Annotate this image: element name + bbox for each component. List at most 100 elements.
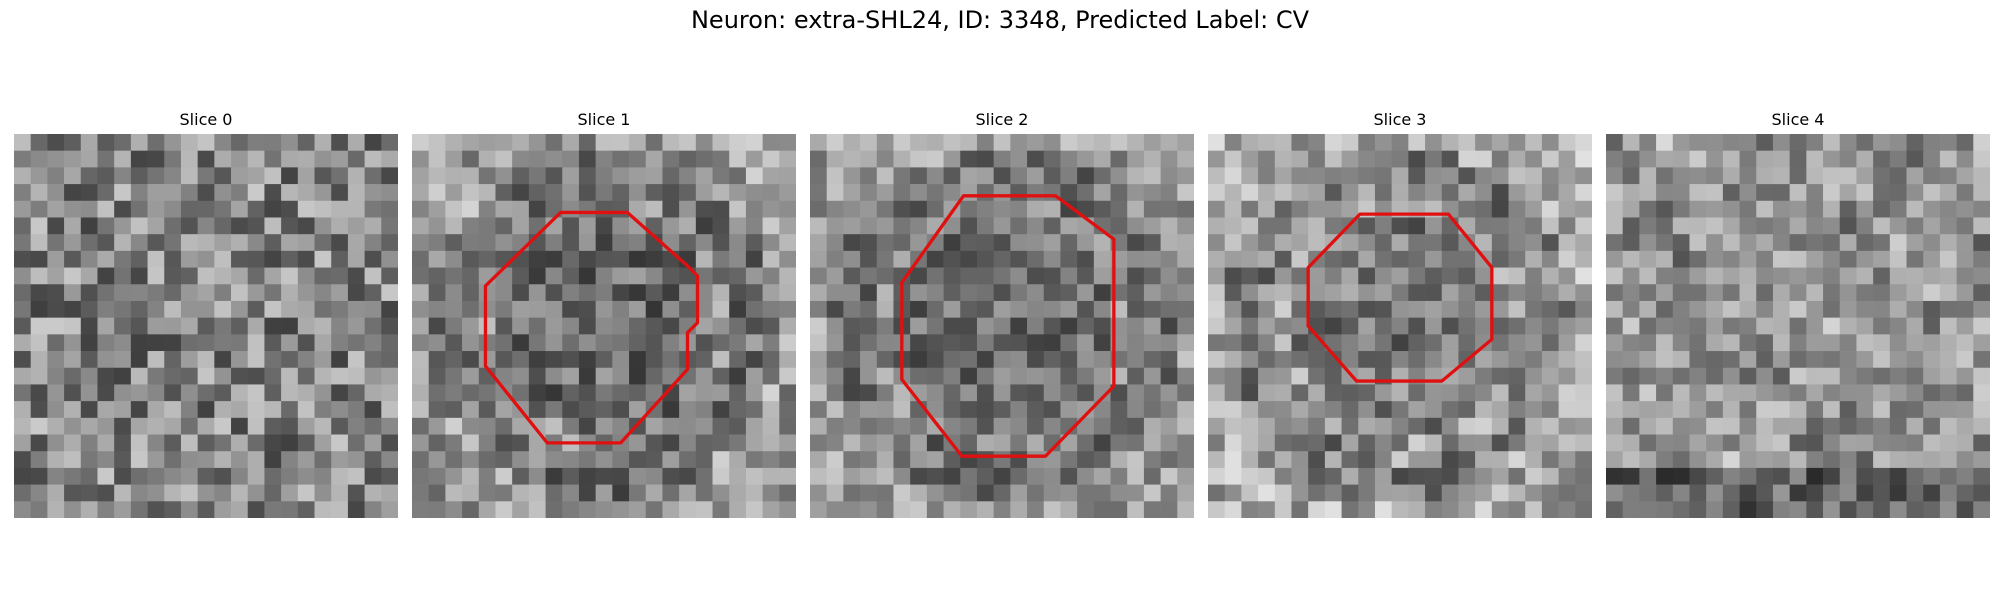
pixel bbox=[281, 184, 299, 202]
pixel bbox=[164, 401, 182, 419]
pixel bbox=[428, 284, 446, 302]
pixel bbox=[1160, 200, 1178, 218]
pixel bbox=[1358, 484, 1376, 502]
pixel bbox=[47, 501, 65, 518]
pixel bbox=[1160, 467, 1178, 485]
pixel bbox=[1889, 501, 1907, 518]
pixel bbox=[1558, 434, 1576, 452]
pixel bbox=[1324, 401, 1342, 419]
pixel bbox=[64, 250, 82, 268]
pixel bbox=[1973, 234, 1990, 252]
pixel bbox=[1739, 200, 1757, 218]
pixel bbox=[30, 234, 48, 252]
pixel bbox=[1906, 334, 1924, 352]
pixel bbox=[1060, 334, 1078, 352]
pixel bbox=[860, 317, 878, 335]
pixel bbox=[1458, 434, 1476, 452]
slice-panel-4: Slice 4 bbox=[1606, 108, 1990, 518]
pixel bbox=[1939, 401, 1957, 419]
pixel bbox=[562, 217, 580, 235]
pixel bbox=[364, 184, 382, 202]
pixel bbox=[762, 401, 780, 419]
pixel bbox=[64, 200, 82, 218]
pixel bbox=[164, 167, 182, 185]
pixel bbox=[926, 501, 944, 518]
pixel bbox=[247, 384, 265, 402]
pixel bbox=[1756, 501, 1774, 518]
pixel bbox=[264, 417, 282, 435]
pixel bbox=[1324, 300, 1342, 318]
pixel bbox=[1823, 150, 1841, 168]
pixel bbox=[130, 384, 148, 402]
pixel bbox=[1391, 351, 1409, 369]
pixel bbox=[264, 434, 282, 452]
pixel bbox=[910, 434, 928, 452]
pixel bbox=[645, 384, 663, 402]
pixel bbox=[876, 150, 894, 168]
pixel bbox=[629, 167, 647, 185]
pixel bbox=[712, 384, 730, 402]
pixel bbox=[893, 134, 911, 152]
pixel bbox=[578, 334, 596, 352]
pixel bbox=[745, 451, 763, 469]
pixel bbox=[1274, 234, 1292, 252]
pixel bbox=[712, 250, 730, 268]
pixel bbox=[1060, 234, 1078, 252]
pixel bbox=[910, 167, 928, 185]
pixel bbox=[1143, 384, 1161, 402]
pixel bbox=[1806, 401, 1824, 419]
pixel bbox=[1374, 300, 1392, 318]
pixel bbox=[297, 401, 315, 419]
pixel bbox=[130, 317, 148, 335]
pixel bbox=[779, 134, 796, 152]
pixel bbox=[1789, 234, 1807, 252]
pixel bbox=[1706, 451, 1724, 469]
pixel bbox=[1160, 167, 1178, 185]
pixel bbox=[1772, 134, 1790, 152]
pixel bbox=[97, 167, 115, 185]
pixel bbox=[695, 200, 713, 218]
pixel bbox=[1956, 300, 1974, 318]
pixel bbox=[762, 317, 780, 335]
pixel bbox=[1789, 417, 1807, 435]
pixel bbox=[960, 317, 978, 335]
pixel bbox=[645, 217, 663, 235]
pixel bbox=[1939, 250, 1957, 268]
pixel bbox=[943, 351, 961, 369]
pixel bbox=[960, 150, 978, 168]
pixel bbox=[1889, 217, 1907, 235]
pixel bbox=[1739, 217, 1757, 235]
pixel bbox=[64, 300, 82, 318]
pixel bbox=[47, 217, 65, 235]
pixel bbox=[197, 384, 215, 402]
pixel bbox=[1358, 501, 1376, 518]
pixel bbox=[679, 150, 697, 168]
pixel bbox=[1177, 134, 1194, 152]
pixel bbox=[14, 150, 32, 168]
pixel bbox=[14, 434, 32, 452]
pixel bbox=[1541, 184, 1559, 202]
pixel bbox=[1973, 317, 1990, 335]
pixel bbox=[364, 317, 382, 335]
pixel bbox=[297, 334, 315, 352]
pixel bbox=[1756, 250, 1774, 268]
pixel bbox=[164, 384, 182, 402]
pixel bbox=[231, 467, 249, 485]
pixel bbox=[1856, 234, 1874, 252]
pixel bbox=[545, 417, 563, 435]
pixel bbox=[1341, 150, 1359, 168]
pixel bbox=[1291, 167, 1309, 185]
pixel bbox=[1739, 267, 1757, 285]
pixel bbox=[1575, 250, 1592, 268]
pixel bbox=[1358, 167, 1376, 185]
pixel bbox=[1606, 401, 1624, 419]
pixel bbox=[1525, 434, 1543, 452]
pixel bbox=[1525, 250, 1543, 268]
pixel bbox=[1639, 300, 1657, 318]
pixel bbox=[826, 167, 844, 185]
pixel bbox=[1027, 200, 1045, 218]
pixel bbox=[1525, 317, 1543, 335]
pixel bbox=[1324, 467, 1342, 485]
pixel bbox=[331, 351, 349, 369]
pixel bbox=[1508, 467, 1526, 485]
